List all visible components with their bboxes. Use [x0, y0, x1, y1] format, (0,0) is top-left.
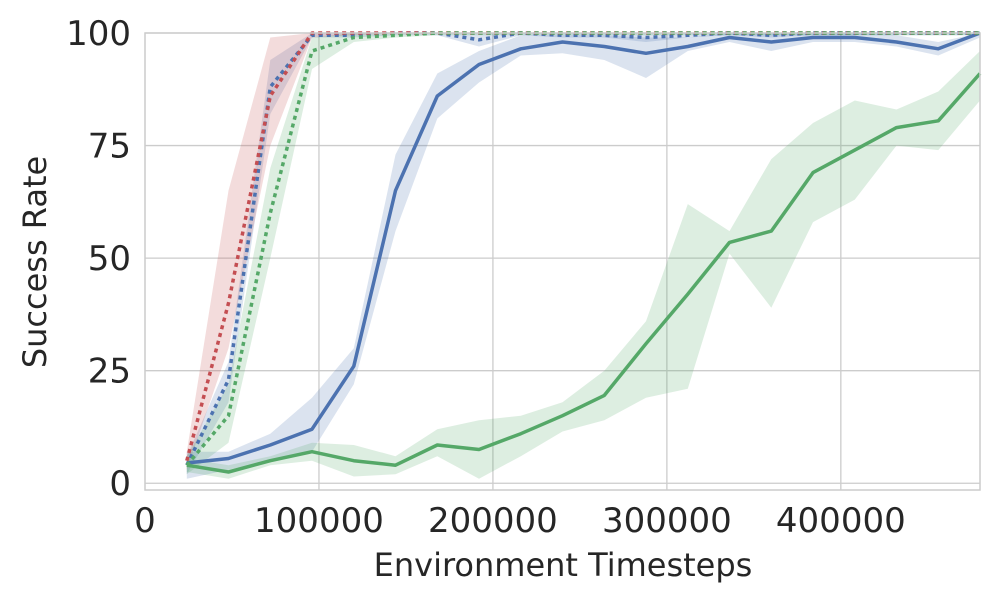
series-2-band — [186, 33, 981, 470]
x-tick-label: 100000 — [254, 501, 384, 541]
series-4-line — [186, 72, 982, 474]
x-tick-label: 0 — [134, 501, 156, 541]
x-tick-label: 300000 — [602, 501, 732, 541]
x-tick-labels: 0 100000 200000 300000 400000 — [134, 501, 906, 541]
y-tick-label: 0 — [109, 464, 131, 504]
series-0-line — [186, 31, 981, 465]
x-tick-label: 400000 — [776, 501, 906, 541]
confidence-bands — [186, 33, 981, 479]
y-tick-label: 75 — [88, 127, 131, 167]
y-axis-label: Success Rate — [16, 156, 54, 368]
x-axis-label: Environment Timesteps — [374, 546, 753, 584]
y-tick-labels: 0 25 50 75 100 — [66, 14, 131, 504]
plot-frame — [144, 32, 981, 491]
series-4-band — [186, 51, 981, 479]
y-tick-label: 25 — [88, 352, 131, 392]
x-tick-label: 200000 — [428, 501, 558, 541]
y-tick-label: 100 — [66, 14, 131, 54]
y-tick-label: 50 — [88, 239, 131, 279]
